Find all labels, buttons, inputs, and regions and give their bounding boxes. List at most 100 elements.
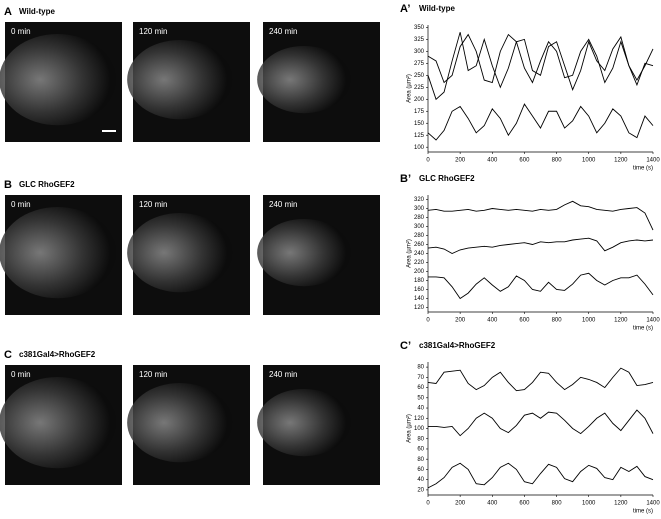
x-axis-label: time (s) xyxy=(633,166,653,172)
y-tick-label: 280 xyxy=(414,233,425,239)
y-tick-label: 280 xyxy=(414,215,425,221)
y-tick-label: 300 xyxy=(414,49,425,55)
y-tick-label: 180 xyxy=(414,278,425,284)
x-tick-label: 400 xyxy=(487,158,498,164)
tissue xyxy=(257,219,351,287)
x-tick-label: 1000 xyxy=(582,501,596,507)
y-tick-label: 60 xyxy=(417,447,424,453)
trace xyxy=(427,32,654,101)
y-tick-label: 300 xyxy=(414,206,425,212)
y-tick-label: 220 xyxy=(414,260,425,266)
x-tick-label: 800 xyxy=(552,318,563,324)
y-tick-label: 275 xyxy=(414,61,425,67)
x-tick-label: 200 xyxy=(455,501,466,507)
y-tick-label: 175 xyxy=(414,109,425,115)
x-tick-label: 600 xyxy=(519,318,530,324)
x-axis-label: time (s) xyxy=(633,509,653,515)
y-tick-label: 125 xyxy=(414,133,425,139)
y-tick-label: 140 xyxy=(414,296,425,302)
x-tick-label: 400 xyxy=(487,501,498,507)
frame-label: 120 min xyxy=(139,200,167,209)
tissue xyxy=(127,383,233,463)
x-tick-label: 600 xyxy=(519,501,530,507)
y-tick-label: 300 xyxy=(414,224,425,230)
chart-title: c381Gal4>RhoGEF2 xyxy=(419,341,496,350)
tissue xyxy=(0,34,117,126)
panel-title: GLC RhoGEF2 xyxy=(19,180,75,189)
y-tick-label: 260 xyxy=(414,242,425,248)
tissue xyxy=(257,46,351,114)
frame-label: 240 min xyxy=(269,370,297,379)
x-tick-label: 1200 xyxy=(614,501,628,507)
trace xyxy=(427,103,654,141)
x-tick-label: 1400 xyxy=(646,501,660,507)
trace xyxy=(427,237,654,255)
x-tick-label: 200 xyxy=(455,318,466,324)
y-tick-label: 100 xyxy=(414,145,425,151)
x-tick-label: 1200 xyxy=(614,158,628,164)
y-tick-label: 225 xyxy=(414,85,425,91)
trace xyxy=(428,409,654,437)
y-tick-label: 240 xyxy=(414,251,425,257)
panel-title: Wild-type xyxy=(19,7,55,16)
y-axis-label: Area (µm²) xyxy=(407,414,413,443)
y-tick-label: 250 xyxy=(414,73,425,79)
panel-letter: A’ xyxy=(400,3,410,15)
y-tick-label: 80 xyxy=(417,457,424,463)
y-tick-label: 350 xyxy=(414,25,425,31)
panel-letter: B’ xyxy=(400,173,411,185)
trace xyxy=(427,200,654,231)
x-tick-label: 800 xyxy=(552,501,563,507)
tissue xyxy=(0,377,117,469)
y-tick-label: 80 xyxy=(417,436,424,442)
x-tick-label: 600 xyxy=(519,158,530,164)
trace xyxy=(428,272,654,300)
y-tick-label: 120 xyxy=(414,416,425,422)
y-tick-label: 320 xyxy=(414,197,425,203)
x-tick-label: 0 xyxy=(426,318,430,324)
frame-label: 120 min xyxy=(139,370,167,379)
x-tick-label: 400 xyxy=(487,318,498,324)
y-axis-label: Area (µm²) xyxy=(407,239,413,268)
tissue xyxy=(127,40,233,120)
panel-title: c381Gal4>RhoGEF2 xyxy=(19,350,96,359)
x-tick-label: 800 xyxy=(552,158,563,164)
y-axis-label: Area (µm²) xyxy=(407,74,413,103)
frame-label: 240 min xyxy=(269,27,297,36)
y-tick-label: 70 xyxy=(417,375,424,381)
x-tick-label: 0 xyxy=(426,501,430,507)
tissue xyxy=(127,213,233,293)
frame-label: 240 min xyxy=(269,200,297,209)
x-tick-label: 1000 xyxy=(582,318,596,324)
frame-label: 0 min xyxy=(11,27,31,36)
panel-letter: B xyxy=(4,179,12,191)
y-tick-label: 40 xyxy=(417,477,424,483)
y-tick-label: 60 xyxy=(417,385,424,391)
y-tick-label: 150 xyxy=(414,121,425,127)
x-tick-label: 1000 xyxy=(582,158,596,164)
frame-label: 0 min xyxy=(11,200,31,209)
x-tick-label: 1200 xyxy=(614,318,628,324)
panel-letter: C’ xyxy=(400,340,411,352)
trace xyxy=(427,367,654,392)
x-axis-label: time (s) xyxy=(633,326,653,332)
trace xyxy=(427,462,654,489)
frame-label: 0 min xyxy=(11,370,31,379)
tissue xyxy=(257,389,351,457)
y-tick-label: 20 xyxy=(417,487,424,493)
y-tick-label: 160 xyxy=(414,287,425,293)
tissue xyxy=(0,207,117,299)
y-tick-label: 100 xyxy=(414,426,425,432)
y-tick-label: 80 xyxy=(417,365,424,371)
y-tick-label: 200 xyxy=(414,269,425,275)
x-tick-label: 1400 xyxy=(646,318,660,324)
x-tick-label: 200 xyxy=(455,158,466,164)
panel-letter: C xyxy=(4,349,12,361)
y-tick-label: 120 xyxy=(414,305,425,311)
x-tick-label: 0 xyxy=(426,158,430,164)
y-tick-label: 325 xyxy=(414,37,425,43)
y-tick-label: 40 xyxy=(417,406,424,412)
chart-title: GLC RhoGEF2 xyxy=(419,174,475,183)
y-tick-label: 50 xyxy=(417,395,424,401)
